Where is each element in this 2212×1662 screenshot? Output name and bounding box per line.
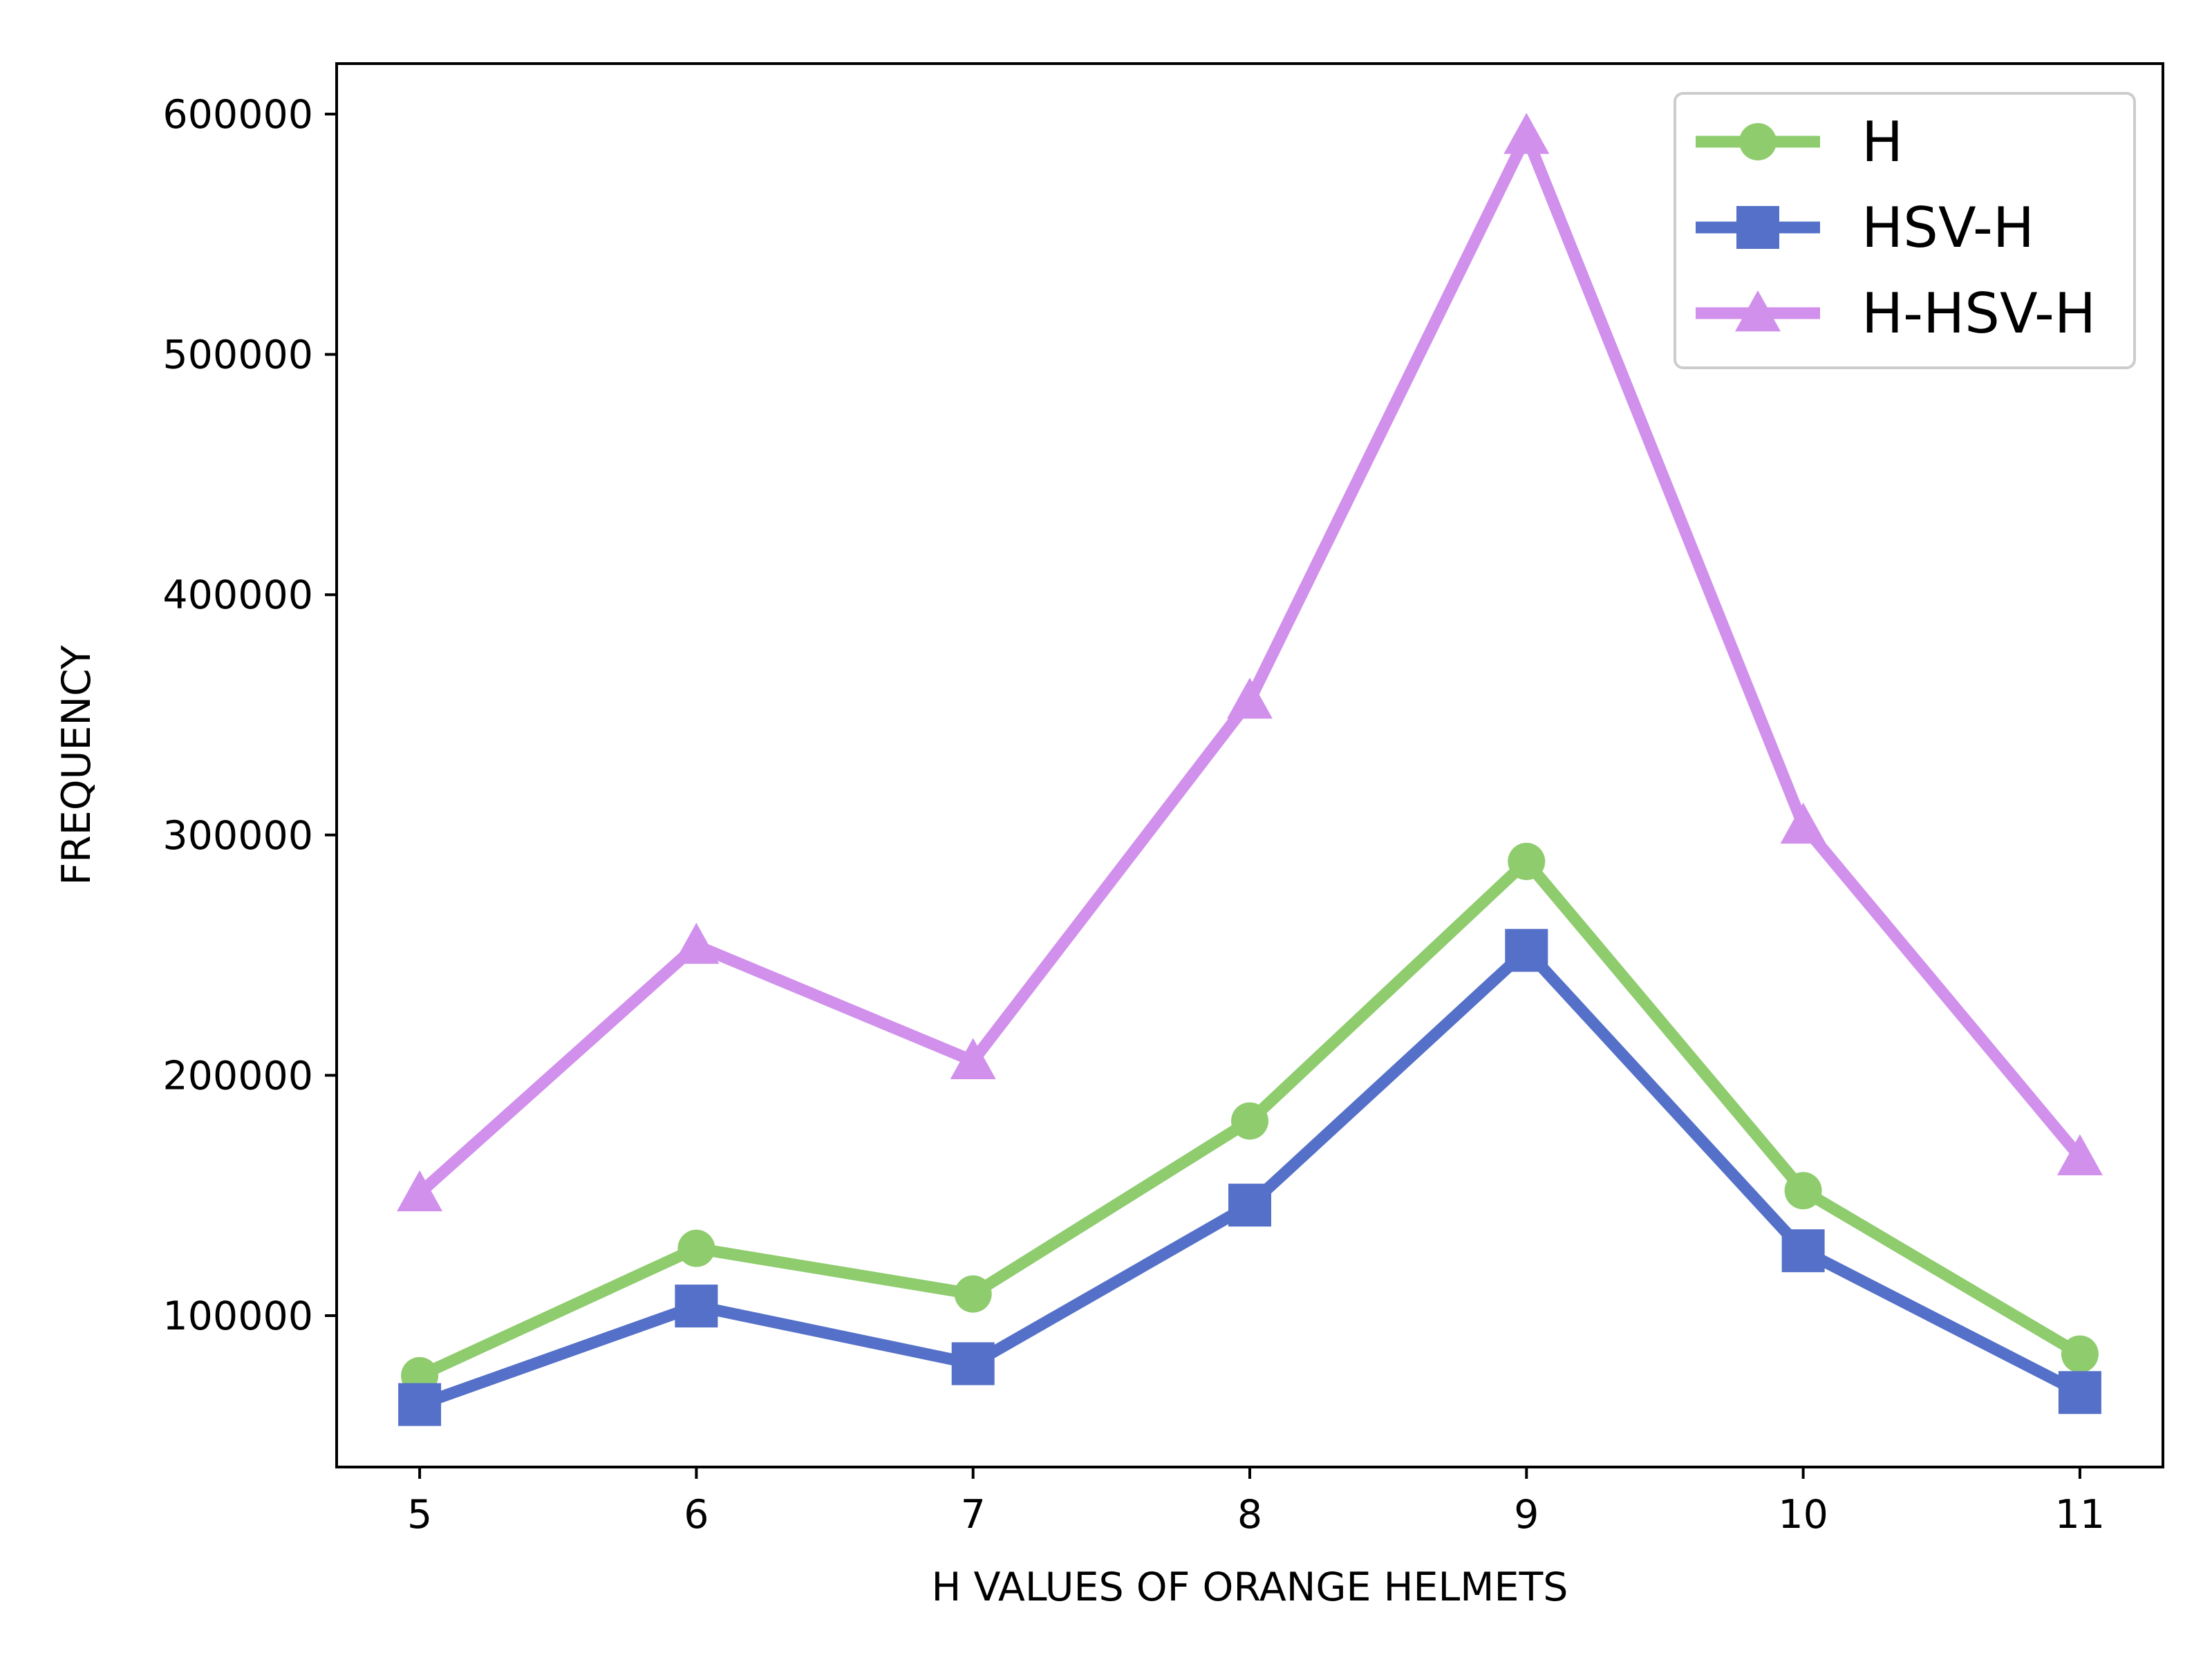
x-tick-label: 9 (1514, 1492, 1539, 1538)
y-tick-label: 300000 (162, 813, 313, 859)
data-point-triangle (1227, 678, 1273, 719)
data-point-circle (2061, 1335, 2099, 1373)
data-point-square (2058, 1371, 2101, 1414)
legend-frame (1674, 92, 2136, 369)
data-point-square (951, 1342, 995, 1385)
legend-item: HSV-H (1696, 196, 2034, 260)
legend-item: H (1696, 110, 1903, 174)
legend-marker-circle (1739, 123, 1777, 160)
data-point-circle (1784, 1172, 1822, 1210)
data-point-triangle (673, 922, 720, 964)
data-point-triangle (950, 1038, 996, 1079)
data-point-circle (1231, 1102, 1268, 1140)
x-tick-label: 8 (1237, 1492, 1262, 1538)
data-point-triangle (2056, 1134, 2103, 1175)
data-point-square (675, 1285, 718, 1328)
data-point-square (1781, 1229, 1825, 1273)
data-point-circle (1508, 843, 1546, 881)
data-point-square (1228, 1184, 1271, 1227)
x-tick-label: 7 (961, 1492, 986, 1538)
x-axis-label: H VALUES OF ORANGE HELMETS (932, 1565, 1568, 1610)
legend-label: H (1862, 110, 1903, 174)
data-point-triangle (397, 1170, 443, 1212)
y-tick-label: 400000 (162, 572, 313, 618)
legend-label: HSV-H (1862, 196, 2034, 260)
x-tick-label: 11 (2055, 1492, 2106, 1538)
legend-label: H-HSV-H (1862, 281, 2096, 346)
data-point-circle (677, 1229, 715, 1267)
axis-ticks: 5 6 7 8 9 10 11 100000 200000 300000 400000 500000 6… (162, 92, 2105, 1538)
legend-item: H-HSV-H (1696, 281, 2096, 346)
y-axis-label: FREQUENCY (54, 645, 100, 885)
x-tick-label: 6 (684, 1492, 709, 1538)
legend-marker-square (1736, 206, 1779, 249)
data-point-triangle (1780, 802, 1826, 844)
y-tick-label: 100000 (162, 1294, 313, 1339)
y-tick-label: 600000 (162, 92, 313, 138)
x-tick-label: 10 (1778, 1492, 1828, 1538)
series-1 (398, 928, 2101, 1426)
data-point-square (398, 1383, 442, 1426)
series-layer (397, 113, 2103, 1426)
series-0 (401, 843, 2099, 1394)
data-point-triangle (1503, 113, 1550, 154)
data-point-square (1505, 928, 1548, 972)
series-2 (397, 113, 2103, 1212)
y-tick-label: 500000 (162, 333, 313, 378)
legend: H HSV-H H-HSV-H (1674, 92, 2136, 369)
data-point-circle (954, 1275, 992, 1313)
y-tick-label: 200000 (162, 1053, 313, 1099)
series-line (413, 944, 2086, 1411)
x-tick-label: 5 (407, 1492, 432, 1538)
legend-marker-triangle (1735, 290, 1781, 332)
